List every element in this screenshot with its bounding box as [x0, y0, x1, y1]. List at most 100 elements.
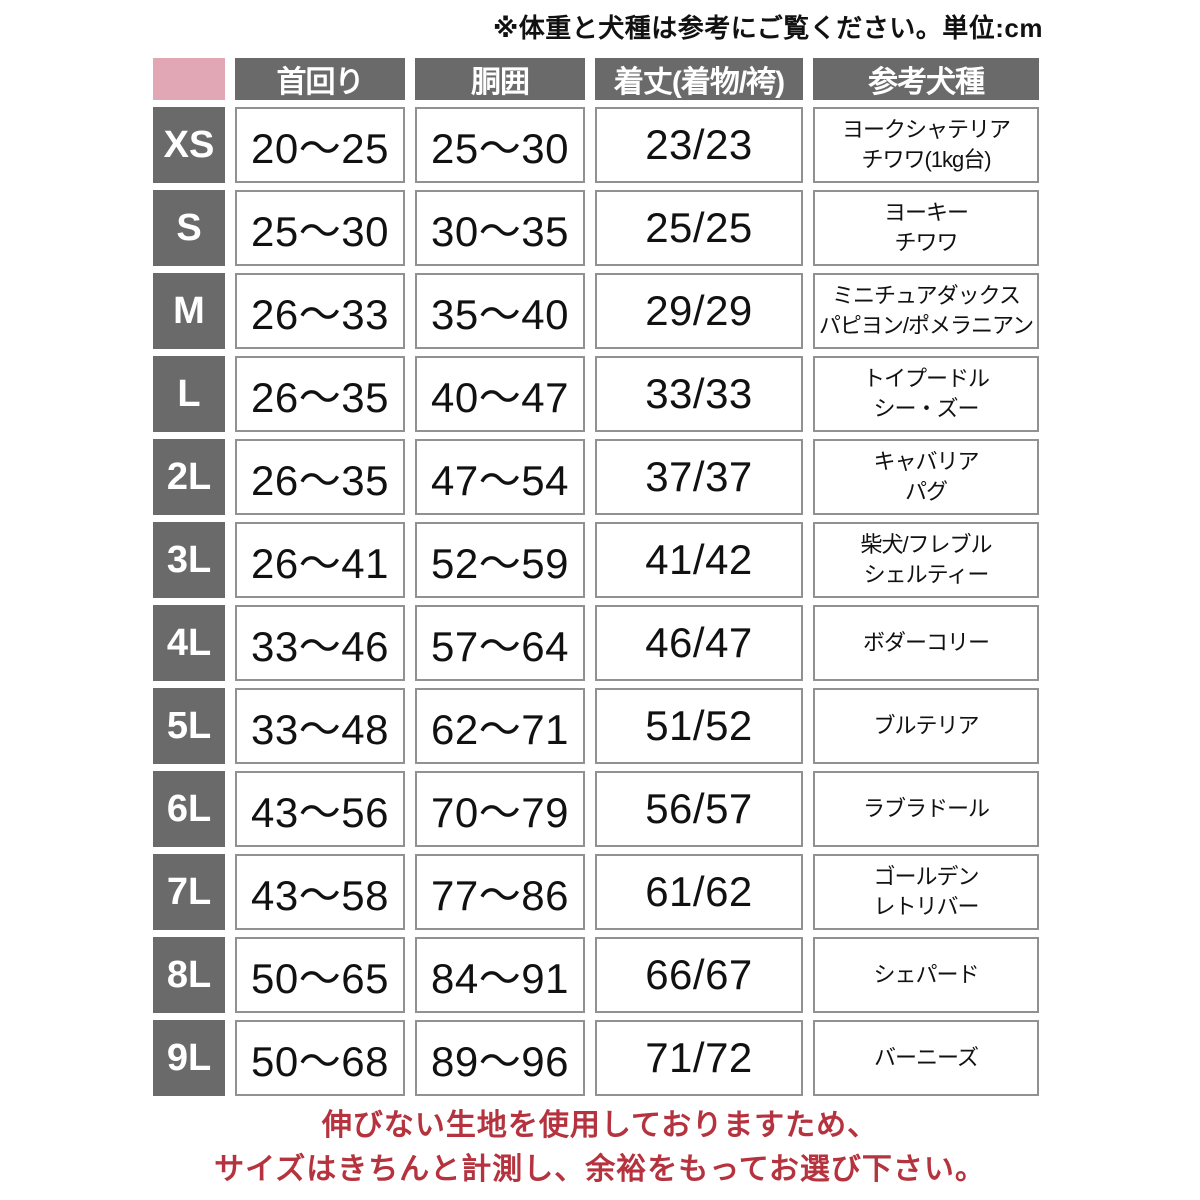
neck-value: 50〜68 — [235, 1020, 405, 1096]
neck-value: 20〜25 — [235, 107, 405, 183]
length-value: 46/47 — [595, 605, 803, 681]
size-label: 8L — [153, 937, 225, 1013]
header-neck: 首回り — [235, 58, 405, 100]
breed-value: ブルテリア — [813, 688, 1039, 764]
size-label: 5L — [153, 688, 225, 764]
neck-value: 50〜65 — [235, 937, 405, 1013]
girth-value: 52〜59 — [415, 522, 585, 598]
warning-note-line1: 伸びない生地を使用しておりますため、 — [321, 1109, 879, 1142]
breed-line: トイプードル — [862, 366, 990, 392]
size-label: XS — [153, 107, 225, 183]
length-value: 66/67 — [595, 937, 803, 1013]
breed-value: ボダーコリー — [813, 605, 1039, 681]
table-row-l: L 26〜35 40〜47 33/33 トイプードル シー・ズー — [153, 356, 1039, 432]
size-label: 6L — [153, 771, 225, 847]
corner-cell — [153, 58, 225, 100]
neck-value: 26〜41 — [235, 522, 405, 598]
length-value: 61/62 — [595, 854, 803, 930]
length-value: 37/37 — [595, 439, 803, 515]
neck-value: 26〜35 — [235, 439, 405, 515]
table-header-row: 首回り 胴囲 着丈(着物/袴) 参考犬種 — [153, 58, 1039, 100]
size-chart-table: 首回り 胴囲 着丈(着物/袴) 参考犬種 XS 20〜25 25〜30 23/2… — [153, 58, 1039, 1103]
length-value: 23/23 — [595, 107, 803, 183]
breed-line: シェルティー — [863, 562, 990, 587]
girth-value: 40〜47 — [415, 356, 585, 432]
breed-value: バーニーズ — [813, 1020, 1039, 1096]
breed-value: シェパード — [813, 937, 1039, 1013]
girth-value: 77〜86 — [415, 854, 585, 930]
breed-line: ヨークシャテリア — [841, 117, 1011, 143]
unit-note: ※体重と犬種は参考にご覧ください。単位:cm — [493, 13, 1043, 43]
breed-value: キャバリア パグ — [813, 439, 1039, 515]
breed-value: ミニチュアダックス パピヨン/ポメラニアン — [813, 273, 1039, 349]
girth-value: 84〜91 — [415, 937, 585, 1013]
neck-value: 26〜35 — [235, 356, 405, 432]
size-label: L — [153, 356, 225, 432]
warning-note: 伸びない生地を使用しておりますため、 サイズはきちんと計測し、余裕をもってお選び… — [0, 1104, 1200, 1191]
table-row-6l: 6L 43〜56 70〜79 56/57 ラブラドール — [153, 771, 1039, 847]
breed-line: ヨーキー — [883, 200, 969, 226]
table-row-9l: 9L 50〜68 89〜96 71/72 バーニーズ — [153, 1020, 1039, 1096]
table-row-xs: XS 20〜25 25〜30 23/23 ヨークシャテリア チワワ(1kg台) — [153, 107, 1039, 183]
warning-note-line2: サイズはきちんと計測し、余裕をもってお選び下さい。 — [214, 1152, 986, 1186]
table-row-7l: 7L 43〜58 77〜86 61/62 ゴールデン レトリバー — [153, 854, 1039, 930]
size-label: 4L — [153, 605, 225, 681]
breed-line: チワワ(1kg台) — [861, 147, 991, 172]
girth-value: 47〜54 — [415, 439, 585, 515]
table-row-m: M 26〜33 35〜40 29/29 ミニチュアダックス パピヨン/ポメラニア… — [153, 273, 1039, 349]
table-row-5l: 5L 33〜48 62〜71 51/52 ブルテリア — [153, 688, 1039, 764]
girth-value: 89〜96 — [415, 1020, 585, 1096]
girth-value: 30〜35 — [415, 190, 585, 266]
length-value: 56/57 — [595, 771, 803, 847]
breed-line: ブルテリア — [873, 713, 979, 739]
breed-line: レトリバー — [873, 894, 979, 919]
table-row-8l: 8L 50〜65 84〜91 66/67 シェパード — [153, 937, 1039, 1013]
breed-line: シー・ズー — [873, 396, 979, 421]
header-length: 着丈(着物/袴) — [595, 58, 803, 100]
neck-value: 43〜56 — [235, 771, 405, 847]
breed-line: パピヨン/ポメラニアン — [818, 313, 1034, 338]
girth-value: 62〜71 — [415, 688, 585, 764]
size-label: M — [153, 273, 225, 349]
breed-value: ラブラドール — [813, 771, 1039, 847]
length-value: 33/33 — [595, 356, 803, 432]
breed-line: ミニチュアダックス — [832, 283, 1021, 309]
size-label: 7L — [153, 854, 225, 930]
neck-value: 25〜30 — [235, 190, 405, 266]
girth-value: 25〜30 — [415, 107, 585, 183]
breed-line: パグ — [904, 479, 948, 504]
table-row-3l: 3L 26〜41 52〜59 41/42 柴犬/フレブル シェルティー — [153, 522, 1039, 598]
size-label: 2L — [153, 439, 225, 515]
girth-value: 57〜64 — [415, 605, 585, 681]
girth-value: 35〜40 — [415, 273, 585, 349]
table-row-2l: 2L 26〜35 47〜54 37/37 キャバリア パグ — [153, 439, 1039, 515]
breed-value: 柴犬/フレブル シェルティー — [813, 522, 1039, 598]
breed-line: ラブラドール — [862, 796, 990, 822]
breed-line: ボダーコリー — [862, 630, 990, 656]
table-row-4l: 4L 33〜46 57〜64 46/47 ボダーコリー — [153, 605, 1039, 681]
size-label: S — [153, 190, 225, 266]
breed-line: ゴールデン — [873, 864, 979, 890]
breed-value: ヨーキー チワワ — [813, 190, 1039, 266]
breed-value: ゴールデン レトリバー — [813, 854, 1039, 930]
neck-value: 33〜48 — [235, 688, 405, 764]
length-value: 25/25 — [595, 190, 803, 266]
breed-line: チワワ — [894, 230, 958, 255]
neck-value: 33〜46 — [235, 605, 405, 681]
size-label: 9L — [153, 1020, 225, 1096]
breed-line: バーニーズ — [874, 1045, 979, 1071]
length-value: 29/29 — [595, 273, 803, 349]
header-girth: 胴囲 — [415, 58, 585, 100]
length-value: 71/72 — [595, 1020, 803, 1096]
neck-value: 26〜33 — [235, 273, 405, 349]
header-breeds: 参考犬種 — [813, 58, 1039, 100]
breed-value: トイプードル シー・ズー — [813, 356, 1039, 432]
neck-value: 43〜58 — [235, 854, 405, 930]
breed-line: シェパード — [873, 962, 979, 988]
length-value: 41/42 — [595, 522, 803, 598]
breed-line: キャバリア — [873, 449, 979, 475]
table-row-s: S 25〜30 30〜35 25/25 ヨーキー チワワ — [153, 190, 1039, 266]
girth-value: 70〜79 — [415, 771, 585, 847]
breed-value: ヨークシャテリア チワワ(1kg台) — [813, 107, 1039, 183]
size-label: 3L — [153, 522, 225, 598]
